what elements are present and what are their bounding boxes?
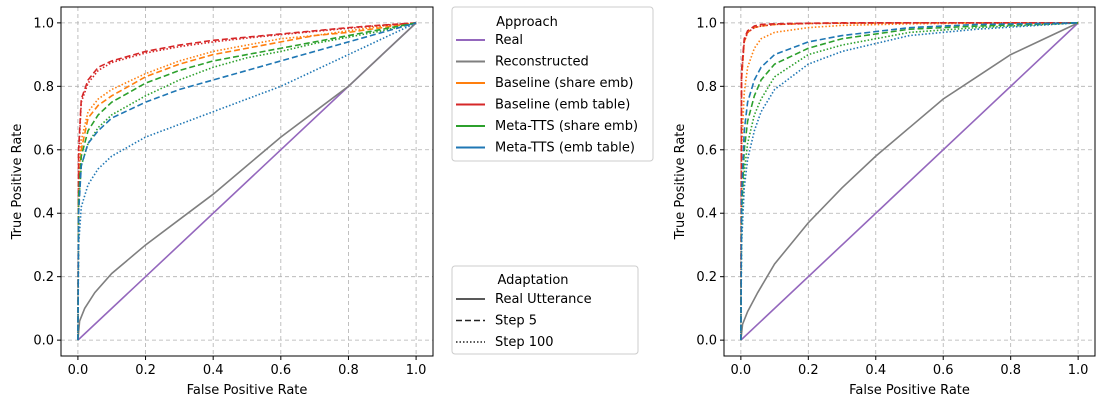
right-xtick-label: 0.6	[933, 363, 954, 378]
right-series-real-solid	[740, 22, 1079, 341]
left-xtick-label: 1.0	[406, 363, 427, 378]
left-axes-frame	[60, 6, 434, 357]
left-xtick-label: 0.2	[135, 363, 156, 378]
approach-legend-frame	[451, 6, 654, 162]
left-roc-plot: 0.0 0.2 0.4 0.6 0.8 1.0 0.0 0.2 0.4 0.6 0.8 1.0 Fals…	[10, 6, 434, 398]
left-xtick-label: 0.8	[338, 363, 359, 378]
left-grid	[61, 7, 433, 356]
right-xtick-label: 0.4	[865, 363, 886, 378]
left-xtick-label: 0.6	[270, 363, 291, 378]
right-ytick-label: 1.0	[696, 16, 717, 31]
right-xtick-label: 1.0	[1068, 363, 1089, 378]
left-series-reconstructed-solid	[77, 22, 417, 341]
adaptation-legend-title: Adaptation	[497, 273, 568, 288]
legend-label-meta-tts-emb-table: Meta-TTS (emb table)	[495, 141, 635, 156]
right-ytick-label: 0.6	[696, 143, 717, 158]
adaptation-legend-frame	[451, 265, 639, 355]
right-x-axis-label: False Positive Rate	[849, 383, 970, 398]
left-ytick-label: 0.0	[33, 334, 54, 349]
approach-legend: Approach Real Reconstructed Baseline (shar…	[451, 6, 654, 162]
right-series-meta-tts-share-emb-dashed	[740, 22, 1079, 341]
right-series-baseline-emb-table-dotted	[740, 22, 1079, 341]
legend-label-real: Real	[495, 33, 523, 48]
left-ytick-label: 1.0	[33, 16, 54, 31]
approach-legend-entry: Reconstructed	[456, 55, 589, 70]
right-ytick-label: 0.0	[696, 334, 717, 349]
right-y-axis-label: True Positive Rate	[673, 124, 688, 241]
left-series-baseline-emb-table-dashed	[77, 22, 417, 341]
adaptation-legend-entry: Step 5	[456, 314, 537, 329]
right-series-meta-tts-emb-table-dashed	[740, 22, 1079, 341]
right-axes-frame	[723, 6, 1096, 357]
left-ytick-label: 0.8	[33, 80, 54, 95]
legend-label-step-100: Step 100	[495, 335, 554, 350]
right-roc-plot: 0.0 0.2 0.4 0.6 0.8 1.0 0.0 0.2 0.4 0.6 0.8 1.0 Fals…	[673, 6, 1096, 398]
adaptation-legend: Adaptation Real Utterance Step 5 Step 100	[451, 265, 639, 355]
left-series-baseline-emb-table-dotted	[77, 22, 417, 341]
approach-legend-entry: Real	[456, 33, 523, 48]
left-series-baseline-share-emb-dashed	[77, 22, 417, 341]
right-series-meta-tts-share-emb-dotted	[740, 22, 1079, 341]
approach-legend-entries: Real Reconstructed Baseline (share emb) Bas…	[456, 33, 638, 156]
approach-legend-title: Approach	[496, 15, 558, 30]
adaptation-legend-entry: Real Utterance	[456, 292, 592, 307]
right-ytick-label: 0.4	[696, 207, 717, 222]
right-series-baseline-share-emb-dotted	[740, 22, 1079, 341]
left-xtick-label: 0.0	[68, 363, 89, 378]
left-series-meta-tts-emb-table-dashed	[77, 22, 417, 341]
left-x-axis-label: False Positive Rate	[187, 383, 308, 398]
left-series-meta-tts-emb-table-dotted	[77, 22, 417, 341]
approach-legend-entry: Baseline (share emb)	[456, 76, 633, 91]
right-xtick-label: 0.2	[798, 363, 819, 378]
left-xtick-label: 0.4	[203, 363, 224, 378]
adaptation-legend-entries: Real Utterance Step 5 Step 100	[456, 292, 592, 350]
approach-legend-entry: Meta-TTS (share emb)	[456, 119, 638, 134]
approach-legend-entry: Meta-TTS (emb table)	[456, 141, 635, 156]
left-ytick-label: 0.2	[33, 270, 54, 285]
right-series-reconstructed-solid	[740, 22, 1079, 341]
legend-label-reconstructed: Reconstructed	[495, 55, 589, 70]
legend-label-baseline-emb-table: Baseline (emb table)	[495, 98, 630, 113]
legend-label-real-utterance: Real Utterance	[495, 292, 592, 307]
right-xtick-label: 0.0	[731, 363, 752, 378]
left-y-axis-label: True Positive Rate	[10, 124, 25, 241]
right-ytick-label: 0.8	[696, 80, 717, 95]
legend-label-baseline-share-emb: Baseline (share emb)	[495, 76, 633, 91]
right-xtick-label: 0.8	[1000, 363, 1021, 378]
legend-label-step-5: Step 5	[495, 314, 537, 329]
legend-label-meta-tts-share-emb: Meta-TTS (share emb)	[495, 119, 638, 134]
left-series-meta-tts-share-emb-dashed	[77, 22, 417, 341]
left-ytick-label: 0.4	[33, 207, 54, 222]
right-ytick-label: 0.2	[696, 270, 717, 285]
left-ytick-label: 0.6	[33, 143, 54, 158]
approach-legend-entry: Baseline (emb table)	[456, 98, 630, 113]
adaptation-legend-entry: Step 100	[456, 335, 554, 350]
